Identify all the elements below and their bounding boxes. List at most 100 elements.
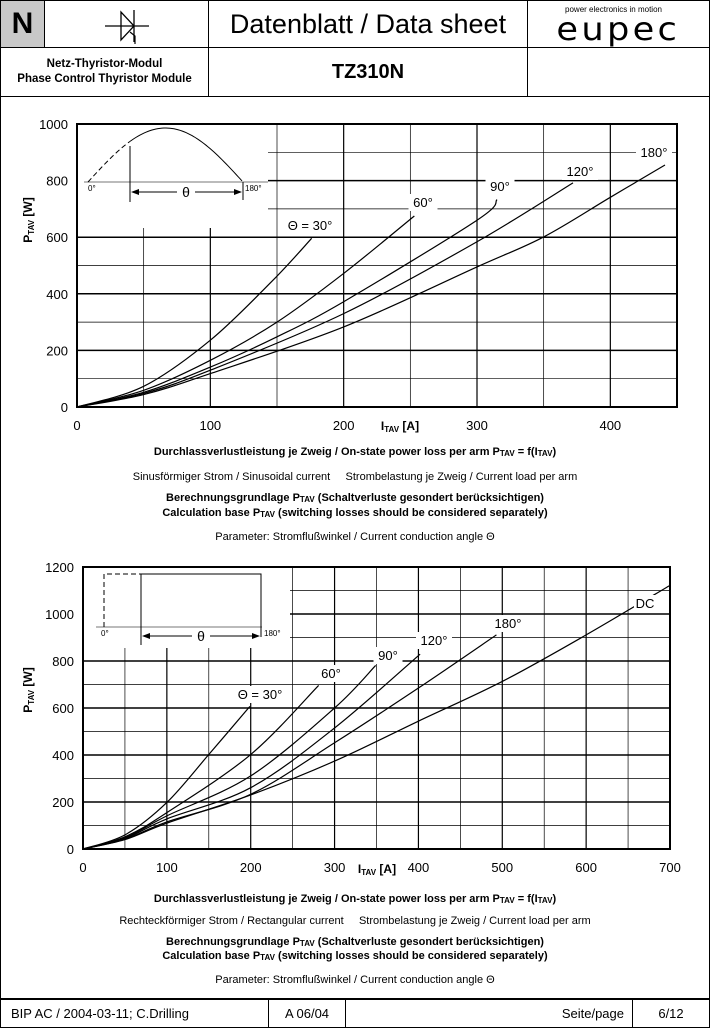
inset-start-label: 0°	[101, 629, 109, 638]
y-tick-label: 400	[46, 287, 68, 302]
series-label: Θ = 30°	[288, 218, 333, 233]
series-label: 180°	[641, 145, 668, 160]
x-tick-label: 0	[73, 418, 80, 433]
x-tick-label: 500	[491, 860, 513, 875]
chart2-caption-title: Durchlassverlustleistung je Zweig / On-s…	[153, 893, 557, 905]
x-tick-label: 600	[575, 860, 597, 875]
y-tick-label: 1200	[45, 560, 74, 575]
series-label: 60°	[321, 666, 341, 681]
x-tick-label: 400	[408, 860, 430, 875]
chart1-caption-base-en: Calculation base PTAV (switching losses …	[162, 507, 548, 519]
chart2-caption-base-de: Berechnungsgrundlage PTAV (Schaltverlust…	[166, 936, 544, 948]
x-tick-label: 200	[333, 418, 355, 433]
x-axis-title: ITAV [A]	[381, 419, 419, 434]
series-label: 90°	[378, 648, 398, 663]
inset-background	[78, 125, 268, 228]
series-line	[82, 584, 671, 850]
chart-sinusoidal-power-loss: 0 100 200 300 400 0 200 400 600 800 1000 ITAV [A] PT…	[21, 117, 678, 434]
series-label: 90°	[490, 179, 510, 194]
chart2-caption-parameter: Parameter: Stromflußwinkel / Current con…	[215, 974, 495, 986]
inset-start-label: 0°	[88, 184, 96, 193]
chart2-caption-current: Rechteckförmiger Strom / Rectangular cur…	[119, 915, 591, 927]
series-line	[82, 634, 497, 850]
series-line	[76, 164, 666, 408]
footer-revision: A 06/04	[268, 998, 346, 1028]
footer-page-number: 6/12	[632, 998, 710, 1028]
chart1-caption-current: Sinusförmiger Strom / Sinusoidal current…	[132, 471, 578, 483]
chart1-caption-parameter: Parameter: Stromflußwinkel / Current con…	[215, 531, 495, 543]
x-tick-label: 300	[324, 860, 346, 875]
series-label-background	[316, 665, 346, 682]
y-tick-label: 200	[46, 343, 68, 358]
x-tick-label: 100	[199, 418, 221, 433]
inset-end-label: 180°	[264, 629, 281, 638]
series-label-background	[373, 647, 403, 664]
logo-text: eupec	[556, 9, 681, 48]
chart2-caption-base-en: Calculation base PTAV (switching losses …	[162, 950, 548, 962]
inset-label-background	[192, 628, 210, 643]
chart1-caption-base-de: Berechnungsgrundlage PTAV (Schaltverlust…	[166, 492, 544, 504]
series-label-background	[490, 615, 526, 632]
series-label-background	[231, 686, 289, 703]
product-type-en: Phase Control Thyristor Module	[17, 73, 192, 85]
x-tick-label: 700	[659, 860, 681, 875]
plot-frame	[82, 566, 671, 850]
product-type-de: Netz-Thyristor-Modul	[46, 58, 163, 70]
document-title: Datenblatt / Data sheet	[208, 0, 528, 48]
logo-tagline: power electronics in motion	[565, 4, 662, 14]
y-tick-label: 0	[67, 842, 74, 857]
series-label: 180°	[495, 616, 522, 631]
series-line	[82, 685, 320, 850]
series-line	[76, 199, 498, 408]
y-tick-label: 800	[52, 654, 74, 669]
series-label-background	[562, 163, 598, 180]
inset-waveform-dashed	[87, 140, 131, 183]
inset-angle-label: θ	[197, 628, 205, 644]
y-axis-title: PTAV [W]	[21, 197, 36, 242]
arrow-left-icon	[131, 189, 139, 195]
chart-rectangular-power-loss: 0 100 200 300 400 500 600 700 0 200 400 600 800 1000 1…	[21, 560, 681, 877]
series-line	[82, 653, 421, 850]
y-tick-label: 1000	[45, 607, 74, 622]
series-label: 60°	[413, 195, 433, 210]
x-tick-label: 300	[466, 418, 488, 433]
series-line	[82, 665, 377, 850]
series-label: 120°	[567, 164, 594, 179]
y-tick-label: 600	[46, 230, 68, 245]
y-axis-title: PTAV [W]	[21, 667, 36, 712]
y-tick-label: 400	[52, 748, 74, 763]
arrow-right-icon	[234, 189, 242, 195]
series-label: DC	[636, 596, 655, 611]
series-label-background	[281, 217, 339, 234]
chart1-caption-title: Durchlassverlustleistung je Zweig / On-s…	[153, 446, 557, 458]
series-letter-cell: N	[0, 0, 45, 48]
inset-waveform	[129, 127, 243, 182]
x-axis-title: ITAV [A]	[358, 862, 396, 877]
series-label-background	[485, 178, 515, 195]
y-tick-label: 1000	[39, 117, 68, 132]
series-line	[76, 215, 415, 408]
footer-page-label: Seite/page	[345, 998, 633, 1028]
series-label-background	[634, 595, 656, 612]
inset-end-label: 180°	[245, 184, 262, 193]
series-line	[76, 182, 574, 408]
y-tick-label: 200	[52, 795, 74, 810]
thyristor-symbol-icon	[104, 10, 149, 44]
x-tick-label: 0	[79, 860, 86, 875]
arrow-left-icon	[142, 633, 150, 639]
series-label-background	[636, 144, 672, 161]
series-label-background	[416, 632, 452, 649]
inset-label-background	[177, 184, 195, 199]
series-label: Θ = 30°	[238, 687, 283, 702]
y-tick-label: 800	[46, 174, 68, 189]
series-line	[76, 237, 313, 408]
series-label: 120°	[421, 633, 448, 648]
y-tick-label: 0	[61, 400, 68, 415]
x-tick-label: 100	[156, 860, 178, 875]
y-tick-label: 600	[52, 701, 74, 716]
inset-waveform	[140, 573, 262, 645]
footer-author: BIP AC / 2004-03-11; C.Drilling	[0, 998, 269, 1028]
x-tick-label: 200	[240, 860, 262, 875]
x-tick-label: 400	[599, 418, 621, 433]
plot-frame	[76, 123, 678, 408]
